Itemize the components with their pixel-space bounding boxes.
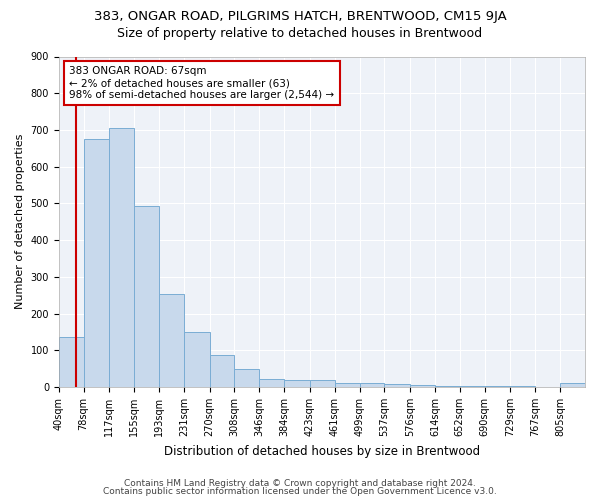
Bar: [460, 386, 485, 387]
Bar: [284, 380, 310, 387]
Bar: [235, 368, 259, 387]
Bar: [109, 128, 134, 387]
Bar: [134, 206, 159, 387]
Bar: [410, 385, 435, 387]
Bar: [335, 382, 359, 387]
Bar: [560, 384, 585, 387]
Text: Size of property relative to detached houses in Brentwood: Size of property relative to detached ho…: [118, 28, 482, 40]
Bar: [485, 386, 510, 387]
Bar: [83, 139, 109, 387]
Text: Contains HM Land Registry data © Crown copyright and database right 2024.: Contains HM Land Registry data © Crown c…: [124, 478, 476, 488]
Text: Contains public sector information licensed under the Open Government Licence v3: Contains public sector information licen…: [103, 487, 497, 496]
Bar: [385, 384, 410, 387]
Bar: [159, 294, 184, 387]
Bar: [435, 386, 460, 387]
Bar: [510, 386, 535, 387]
X-axis label: Distribution of detached houses by size in Brentwood: Distribution of detached houses by size …: [164, 444, 480, 458]
Bar: [59, 338, 83, 387]
Bar: [359, 384, 385, 387]
Bar: [310, 380, 335, 387]
Y-axis label: Number of detached properties: Number of detached properties: [15, 134, 25, 310]
Text: 383 ONGAR ROAD: 67sqm
← 2% of detached houses are smaller (63)
98% of semi-detac: 383 ONGAR ROAD: 67sqm ← 2% of detached h…: [70, 66, 334, 100]
Bar: [209, 354, 235, 387]
Text: 383, ONGAR ROAD, PILGRIMS HATCH, BRENTWOOD, CM15 9JA: 383, ONGAR ROAD, PILGRIMS HATCH, BRENTWO…: [94, 10, 506, 23]
Bar: [259, 379, 284, 387]
Bar: [184, 332, 209, 387]
